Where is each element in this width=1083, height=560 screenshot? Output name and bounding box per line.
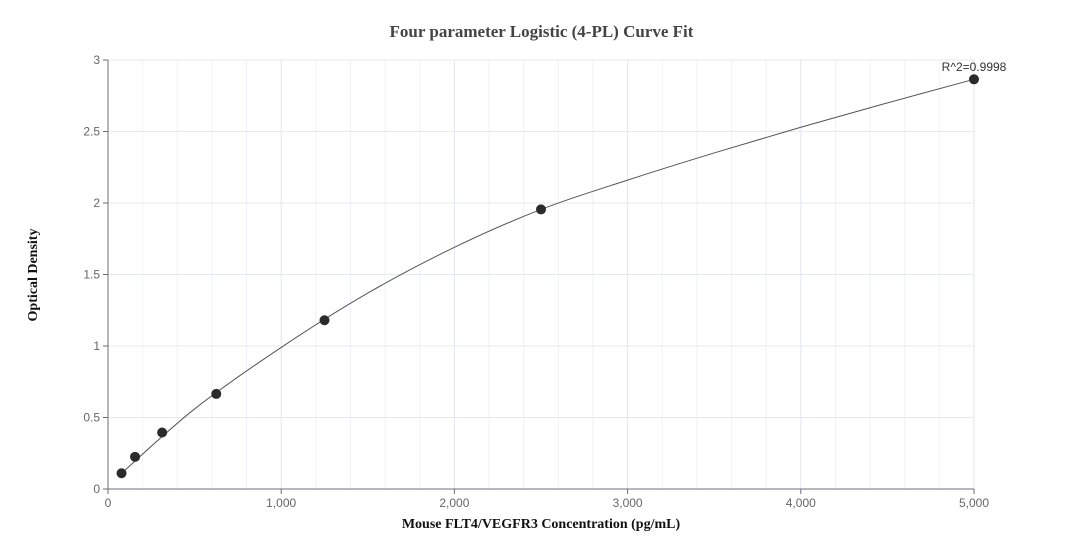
- x-tick-label: 2,000: [439, 496, 469, 510]
- x-axis-label: Mouse FLT4/VEGFR3 Concentration (pg/mL): [401, 517, 681, 532]
- y-tick-label: 0.5: [83, 411, 100, 425]
- data-point: [969, 74, 979, 85]
- x-tick-label: 5,000: [959, 496, 989, 510]
- y-tick-label: 2.5: [83, 125, 100, 139]
- x-tick-label: 1,000: [266, 496, 296, 510]
- fit-curve: [121, 78, 975, 474]
- chart-title: Four parameter Logistic (4-PL) Curve Fit: [389, 22, 694, 41]
- y-tick-label: 3: [93, 53, 100, 67]
- y-tick-label: 1.5: [83, 268, 100, 282]
- x-tick-label: 3,000: [613, 496, 643, 510]
- x-tick-label: 0: [105, 496, 112, 510]
- y-tick-label: 0: [93, 482, 100, 496]
- data-point: [130, 451, 141, 462]
- tick-labels: 0 0.5 1 1.5 2 2.5 3 0 1,000 2,000 3,000 4,000 5,000: [83, 53, 989, 510]
- data-point: [157, 427, 168, 438]
- data-points: [116, 74, 979, 479]
- y-tick-label: 2: [93, 196, 100, 210]
- axes: [103, 59, 975, 494]
- data-point: [536, 204, 546, 215]
- r-squared-annotation: R^2=0.9998: [942, 60, 1007, 74]
- y-tick-label: 1: [93, 339, 100, 353]
- grid-lines: [108, 59, 975, 489]
- data-point: [319, 315, 330, 326]
- data-point: [211, 388, 222, 399]
- data-point: [116, 468, 127, 479]
- x-tick-label: 4,000: [786, 496, 816, 510]
